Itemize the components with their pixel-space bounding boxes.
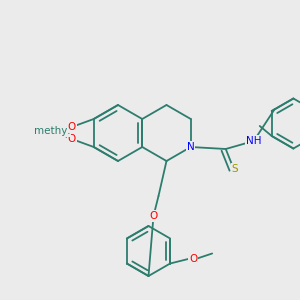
Text: O: O: [149, 211, 158, 221]
Text: O: O: [68, 122, 76, 132]
Text: O: O: [189, 254, 197, 263]
Text: S: S: [231, 164, 238, 174]
Text: O: O: [68, 134, 76, 144]
Text: methyl: methyl: [34, 126, 70, 136]
Text: O: O: [68, 122, 76, 132]
Text: methyl: methyl: [34, 126, 70, 136]
Text: N: N: [187, 142, 195, 152]
Text: NH: NH: [246, 136, 262, 146]
